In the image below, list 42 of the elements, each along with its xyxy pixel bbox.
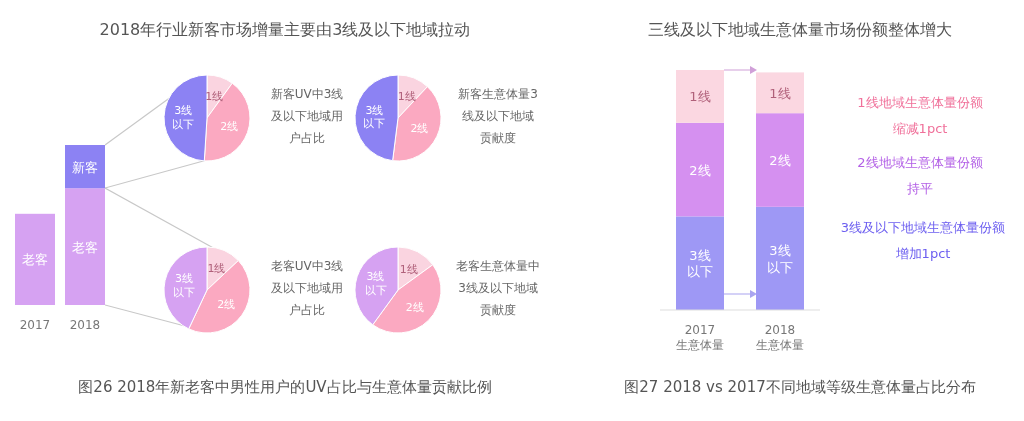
x-tick-label: 2017: [19, 318, 51, 332]
x-tick-label: 2017生意体量: [676, 323, 724, 352]
series-label: 1线: [769, 85, 791, 101]
slice-label: 2线: [405, 300, 424, 314]
bar: [756, 113, 804, 207]
slice-label: 1线: [207, 261, 226, 275]
bar: [676, 216, 724, 310]
x-tick-label: 2018: [69, 318, 101, 332]
x-tick-label: 2018生意体量: [756, 323, 804, 352]
text: 新客生意体量3线及以下地域贡献度: [457, 86, 539, 147]
bar: [676, 122, 724, 217]
chart-title: 三线及以下地域生意体量市场份额整体增大: [647, 20, 953, 41]
text: 老客UV中3线及以下地域用户占比: [269, 258, 345, 319]
slice-label: 3线以下: [172, 271, 195, 299]
caption: 图26 2018年新老客中男性用户的UV占比与生意体量贡献比例: [77, 378, 493, 397]
text: 3线及以下地域生意体量份额增加1pct: [839, 219, 1007, 263]
slice-label: 1线: [397, 89, 416, 103]
series-label: 新客: [72, 159, 98, 175]
text: 老客: [72, 239, 98, 255]
category-label: 3线以下: [767, 242, 793, 275]
slice-label: 3线以下: [172, 103, 195, 131]
slice-label: 2线: [217, 297, 236, 311]
slice-label: 2线: [220, 119, 239, 133]
text: 1线地域生意体量份额缩减1pct: [856, 94, 984, 138]
category-label: 2线: [769, 152, 791, 168]
bar: [756, 72, 804, 114]
series-label: 3线以下: [687, 247, 713, 279]
slice-label: 3线以下: [363, 103, 386, 130]
slice-label: 2线: [410, 121, 429, 135]
text: 2线地域生意体量份额持平: [856, 154, 984, 198]
bar: [676, 70, 724, 123]
text: 2018年行业新客市场增量主要由3线及以下地域拉动: [98, 20, 472, 41]
text: 1线: [689, 88, 711, 104]
slice-label: 3线以下: [364, 269, 387, 297]
caption: 图27 2018 vs 2017不同地域等级生意体量占比分布: [623, 378, 977, 397]
series-label: 2线: [689, 162, 711, 178]
slice-label: 1线: [205, 89, 224, 103]
text: 新客UV中3线及以下地域用户占比: [269, 86, 345, 147]
text: 老客生意体量中3线及以下地域贡献度: [455, 258, 541, 319]
bar: [756, 206, 804, 310]
slice-label: 1线: [399, 262, 418, 276]
series-label: 老客: [22, 251, 48, 267]
